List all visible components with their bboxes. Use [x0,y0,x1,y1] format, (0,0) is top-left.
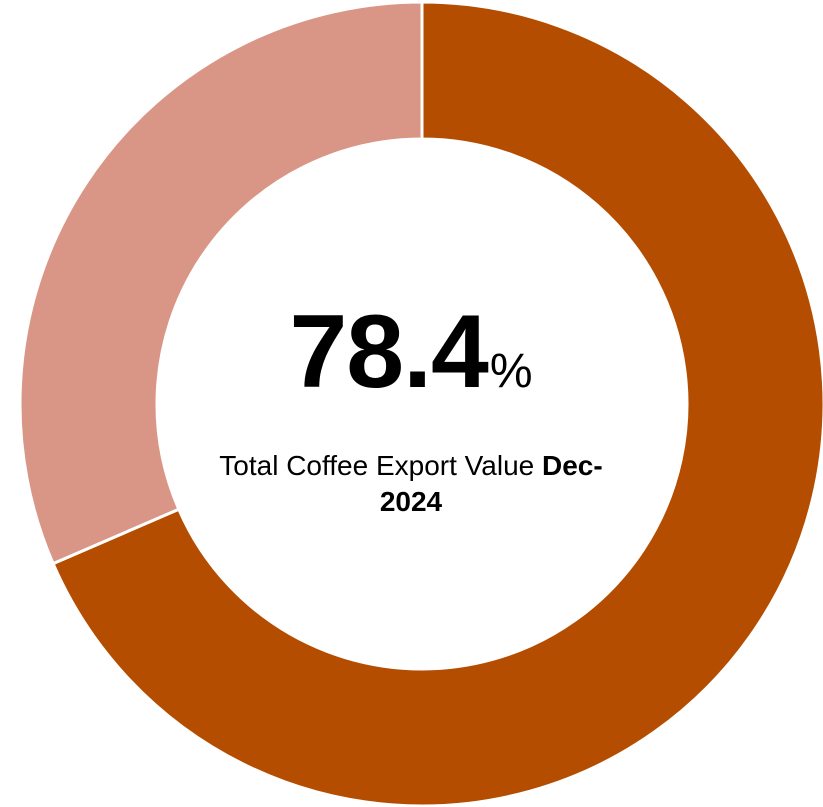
center-label: 78.4% Total Coffee Export Value Dec-2024 [211,300,611,521]
center-caption: Total Coffee Export Value Dec-2024 [211,448,611,521]
center-value: 78.4 [289,294,488,410]
center-unit: % [489,345,533,398]
center-caption-text: Total Coffee Export Value [219,450,535,481]
donut-slice-2 [18,0,424,566]
donut-slice-1 [51,0,823,807]
center-caption-date: Dec-2024 [379,450,603,518]
